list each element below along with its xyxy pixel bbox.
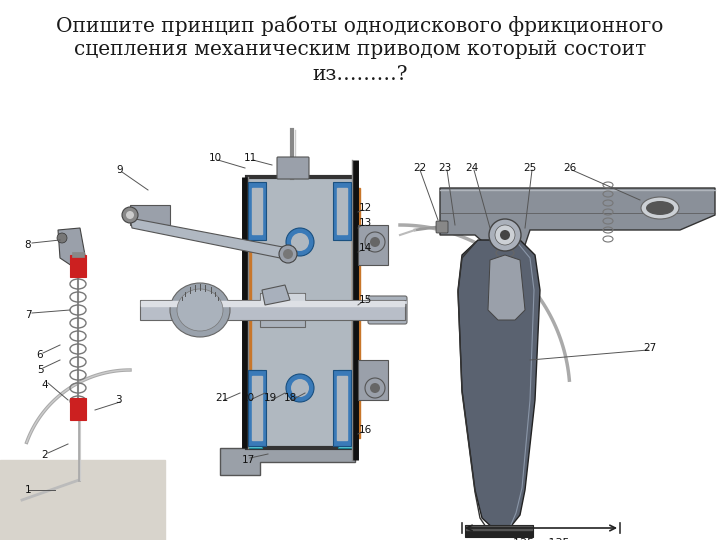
Polygon shape bbox=[440, 188, 715, 248]
Circle shape bbox=[500, 230, 510, 240]
FancyBboxPatch shape bbox=[248, 370, 266, 446]
FancyBboxPatch shape bbox=[247, 177, 353, 448]
Polygon shape bbox=[488, 255, 525, 320]
Circle shape bbox=[489, 219, 521, 251]
Bar bbox=[261, 294, 304, 302]
Text: Опишите принцип работы однодискового фрикционного: Опишите принцип работы однодискового фри… bbox=[56, 15, 664, 36]
Circle shape bbox=[126, 211, 134, 219]
Circle shape bbox=[291, 233, 309, 251]
Polygon shape bbox=[338, 188, 352, 240]
FancyBboxPatch shape bbox=[358, 225, 388, 265]
Bar bbox=[260, 293, 305, 327]
Text: 15: 15 bbox=[359, 295, 372, 305]
Text: 5: 5 bbox=[37, 365, 43, 375]
Circle shape bbox=[495, 225, 515, 245]
Bar bbox=[252, 188, 262, 234]
Circle shape bbox=[370, 237, 380, 247]
Text: 125... 135: 125... 135 bbox=[513, 538, 570, 540]
FancyBboxPatch shape bbox=[358, 360, 388, 400]
Circle shape bbox=[365, 232, 385, 252]
Text: 13: 13 bbox=[359, 218, 372, 228]
Bar bbox=[140, 300, 405, 320]
Text: 20: 20 bbox=[241, 393, 255, 403]
Text: 25: 25 bbox=[523, 163, 536, 173]
Bar bbox=[141, 301, 404, 306]
Ellipse shape bbox=[177, 289, 223, 331]
Polygon shape bbox=[338, 370, 352, 448]
Text: 6: 6 bbox=[37, 350, 43, 360]
Bar bbox=[252, 376, 262, 440]
Polygon shape bbox=[262, 285, 290, 305]
Text: 11: 11 bbox=[243, 153, 256, 163]
Circle shape bbox=[283, 249, 293, 259]
Text: 4: 4 bbox=[42, 380, 48, 390]
Bar bbox=[466, 526, 532, 530]
Ellipse shape bbox=[170, 283, 230, 337]
Polygon shape bbox=[248, 370, 262, 448]
Polygon shape bbox=[58, 228, 85, 268]
Bar bbox=[352, 188, 360, 438]
Bar bbox=[337, 376, 347, 440]
Bar bbox=[0, 460, 165, 540]
Bar bbox=[243, 188, 251, 438]
Text: 21: 21 bbox=[215, 393, 229, 403]
Text: 1: 1 bbox=[24, 485, 31, 495]
Circle shape bbox=[279, 245, 297, 263]
Polygon shape bbox=[458, 238, 540, 530]
Bar bbox=[70, 255, 86, 277]
Text: 14: 14 bbox=[359, 243, 372, 253]
Ellipse shape bbox=[646, 201, 674, 215]
Text: сцепления механическим приводом который состоит: сцепления механическим приводом который … bbox=[74, 40, 646, 59]
Polygon shape bbox=[130, 205, 170, 225]
Text: 2: 2 bbox=[42, 450, 48, 460]
Polygon shape bbox=[220, 448, 355, 475]
Circle shape bbox=[57, 233, 67, 243]
Text: из………?: из………? bbox=[312, 65, 408, 84]
Bar bbox=[70, 398, 86, 420]
Text: 3: 3 bbox=[114, 395, 121, 405]
Text: 7: 7 bbox=[24, 310, 31, 320]
FancyBboxPatch shape bbox=[333, 182, 351, 240]
Ellipse shape bbox=[641, 197, 679, 219]
Text: 27: 27 bbox=[644, 343, 657, 353]
Text: 23: 23 bbox=[438, 163, 451, 173]
Text: 8: 8 bbox=[24, 240, 31, 250]
Text: 26: 26 bbox=[563, 163, 577, 173]
FancyBboxPatch shape bbox=[368, 296, 407, 324]
FancyBboxPatch shape bbox=[277, 157, 309, 179]
Bar bbox=[465, 525, 533, 537]
FancyBboxPatch shape bbox=[436, 221, 448, 233]
Circle shape bbox=[286, 228, 314, 256]
Circle shape bbox=[370, 383, 380, 393]
Circle shape bbox=[291, 379, 309, 397]
Text: 12: 12 bbox=[359, 203, 372, 213]
Bar bbox=[0, 100, 720, 540]
Text: 9: 9 bbox=[117, 165, 123, 175]
Text: 16: 16 bbox=[359, 425, 372, 435]
Text: 10: 10 bbox=[208, 153, 222, 163]
Circle shape bbox=[122, 207, 138, 223]
Polygon shape bbox=[248, 188, 262, 240]
Text: 24: 24 bbox=[465, 163, 479, 173]
Circle shape bbox=[365, 378, 385, 398]
Circle shape bbox=[286, 374, 314, 402]
Text: 22: 22 bbox=[413, 163, 427, 173]
Text: 19: 19 bbox=[264, 393, 276, 403]
FancyBboxPatch shape bbox=[333, 370, 351, 446]
Bar bbox=[337, 188, 347, 234]
Polygon shape bbox=[130, 218, 290, 260]
Text: 17: 17 bbox=[241, 455, 255, 465]
Text: 18: 18 bbox=[284, 393, 297, 403]
FancyBboxPatch shape bbox=[248, 182, 266, 240]
Bar bbox=[72, 252, 84, 257]
